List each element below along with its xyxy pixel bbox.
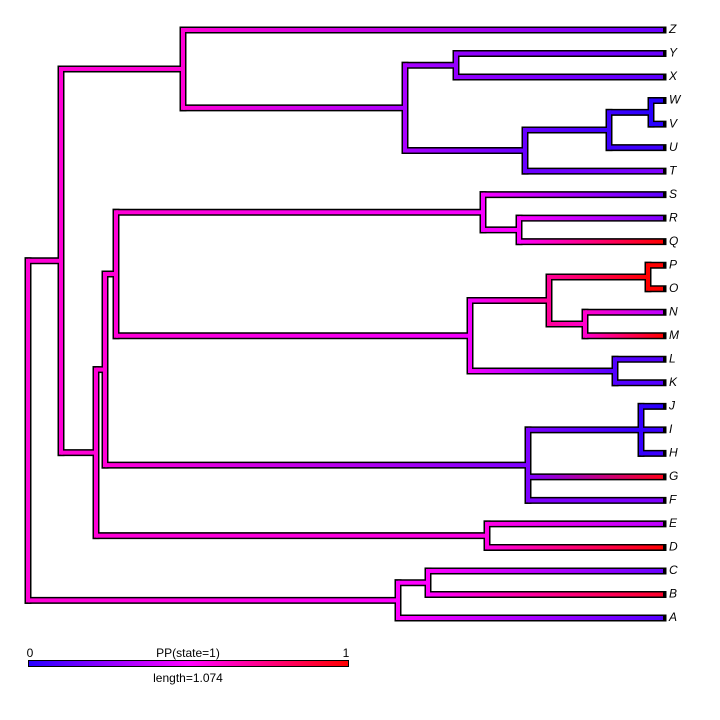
branch	[641, 404, 663, 409]
tip-label: J	[668, 398, 676, 412]
tip-label: Y	[669, 46, 678, 60]
tip-label: M	[669, 328, 679, 342]
branch	[609, 145, 663, 150]
tip-label: T	[669, 163, 678, 177]
legend-min: 0	[27, 646, 34, 660]
tip-label: L	[669, 351, 676, 365]
legend-max: 1	[343, 646, 350, 660]
tip-label: X	[668, 69, 678, 83]
branch	[525, 127, 609, 132]
branch	[470, 298, 549, 303]
tip-label: U	[669, 140, 678, 154]
branch	[96, 367, 105, 372]
branch	[615, 380, 663, 385]
tip-label: R	[669, 210, 678, 224]
tip-label: N	[669, 304, 678, 318]
legend-length: length=1.074	[153, 671, 223, 685]
tip-label: G	[669, 469, 678, 483]
branch	[96, 533, 487, 538]
branch	[648, 286, 663, 291]
branch	[641, 427, 663, 432]
branch	[651, 122, 663, 127]
branch	[615, 357, 663, 362]
tip-label: Q	[669, 234, 678, 248]
branch	[609, 110, 651, 115]
branch	[549, 274, 648, 279]
legend-title: PP(state=1)	[156, 646, 220, 660]
branch	[641, 451, 663, 456]
branch	[405, 63, 456, 68]
branch	[585, 333, 663, 338]
branch	[528, 474, 663, 479]
legend: 0 PP(state=1) 1 length=1.074	[27, 646, 350, 685]
legend-bar	[29, 661, 348, 666]
branch	[456, 75, 663, 80]
branch	[116, 333, 470, 338]
branch	[519, 239, 663, 244]
branch	[116, 210, 483, 215]
tip-label: K	[669, 375, 678, 389]
branch	[428, 568, 663, 573]
branch	[528, 498, 663, 503]
branch	[456, 51, 663, 56]
tip-label: C	[669, 563, 678, 577]
tip-label: W	[669, 93, 682, 107]
branch	[528, 427, 641, 432]
tip-label: Z	[668, 22, 677, 36]
tip-label: V	[669, 116, 678, 130]
tip-label: D	[669, 540, 678, 554]
tip-label: E	[669, 516, 678, 530]
tip-label: H	[669, 446, 678, 460]
branch	[525, 169, 663, 174]
branch	[549, 322, 585, 326]
branch	[487, 521, 663, 526]
branch	[183, 105, 405, 110]
branch	[105, 272, 116, 277]
branch	[105, 463, 528, 468]
branch	[183, 28, 663, 32]
branch	[398, 616, 663, 620]
branch	[405, 148, 525, 153]
branch	[398, 580, 428, 585]
branch	[519, 216, 663, 221]
branch	[61, 66, 183, 71]
branch	[28, 598, 398, 603]
branch	[487, 545, 663, 550]
tip-label: O	[669, 281, 678, 295]
tip-label: S	[669, 187, 677, 201]
branch	[61, 450, 96, 455]
branch	[483, 227, 519, 232]
tip-label: P	[669, 257, 677, 271]
branch	[651, 98, 663, 103]
branch	[28, 258, 61, 263]
tip-label: A	[668, 610, 677, 624]
branch-fills	[26, 28, 663, 620]
branch	[585, 310, 663, 315]
tip-label: I	[669, 422, 673, 436]
branch	[648, 263, 663, 268]
branch	[483, 192, 663, 197]
tip-label: B	[669, 587, 677, 601]
tip-label: F	[669, 493, 677, 507]
branch	[470, 369, 615, 374]
branch	[428, 592, 663, 597]
